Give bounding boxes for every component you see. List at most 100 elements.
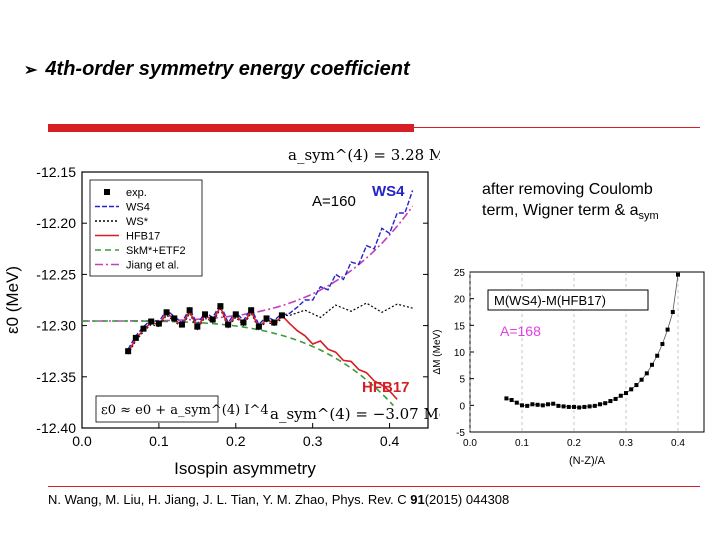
- exp-point: [255, 323, 262, 330]
- inset-point: [530, 402, 535, 407]
- y-axis-label: ε0 (MeV): [3, 266, 22, 334]
- exp-point: [132, 334, 139, 341]
- note-text: after removing Coulomb term, Wigner term…: [482, 179, 718, 227]
- annotation-asym-bottom: a_sym^(4) = −3.07 MeV: [270, 405, 440, 423]
- legend-label: WS4: [126, 202, 150, 214]
- legend: exp. WS4 WS* HFB17 SkM*+ETF2 Jiang et al.: [89, 179, 203, 277]
- inset-point: [587, 404, 592, 409]
- x-axis-label: Isospin asymmetry: [174, 459, 316, 478]
- inset-y-axis-label: ΔM (MeV): [432, 329, 443, 374]
- inset-point: [613, 396, 618, 401]
- arrow-bullet-icon: ➢: [24, 61, 38, 79]
- inset-x-tick-label: 0.3: [619, 438, 633, 449]
- legend-marker: [104, 189, 110, 195]
- y-tick-label: -12.20: [36, 215, 76, 231]
- inset-y-tick-label: 25: [454, 268, 466, 279]
- inset-point: [504, 396, 509, 401]
- inset-y-tick-label: 5: [459, 375, 465, 386]
- inset-point: [629, 387, 634, 392]
- inset-point: [598, 402, 602, 407]
- legend-label: HFB17: [126, 231, 160, 243]
- inset-title-box: [487, 289, 649, 311]
- inset-point: [650, 362, 654, 367]
- inset-point: [624, 391, 628, 396]
- inset-point: [670, 310, 675, 314]
- exp-point: [178, 321, 185, 328]
- inset-point: [639, 377, 644, 382]
- inset-point: [592, 403, 597, 408]
- legend-label: SkM*+ETF2: [126, 245, 186, 257]
- inset-point: [514, 400, 519, 405]
- exp-point: [263, 315, 270, 322]
- legend-label: WS*: [126, 216, 149, 228]
- inset-point: [676, 272, 680, 277]
- inset-point: [520, 403, 524, 408]
- y-tick-label: -12.15: [36, 164, 76, 180]
- hfb17-tail: [281, 314, 398, 400]
- annotation-asym-top: a_sym^(4) = 3.28 MeV: [288, 146, 440, 164]
- y-tick-label: -12.25: [36, 266, 76, 282]
- exp-point: [209, 316, 216, 323]
- exp-point: [217, 303, 224, 310]
- inset-point: [551, 401, 556, 406]
- exp-point: [125, 348, 132, 355]
- ws4-tail: [281, 190, 414, 317]
- exp-point: [186, 307, 193, 314]
- inset-chart: 0.0 0.1 0.2 0.3 0.4 25 20 15 10 5 0 -5 (N-Z)/A ΔM (Me…: [432, 268, 705, 467]
- exp-point: [248, 307, 255, 314]
- ws-star-tail: [281, 302, 413, 319]
- x-tick-label: 0.3: [303, 433, 323, 449]
- slide-title: ➢ 4th-order symmetry energy coefficient: [24, 58, 410, 81]
- inset-title: M(WS4)-M(HFB17): [494, 293, 606, 308]
- exp-point: [232, 311, 239, 318]
- exp-point: [271, 319, 278, 326]
- inset-point: [644, 371, 649, 376]
- inset-point: [509, 398, 514, 402]
- inset-point: [582, 404, 587, 409]
- inset-point: [540, 403, 545, 408]
- note-line-2: term, Wigner term & asym: [482, 202, 659, 223]
- inset-point: [634, 383, 639, 388]
- exp-point: [148, 318, 155, 325]
- x-tick-label: 0.0: [72, 433, 92, 449]
- inset-x-tick-label: 0.1: [515, 438, 529, 449]
- title-divider: [414, 127, 700, 128]
- x-tick-label: 0.4: [380, 433, 400, 449]
- exp-point: [225, 321, 232, 328]
- title-accent-bar: [48, 124, 414, 132]
- exp-point: [240, 319, 247, 326]
- y-tick-label: -12.40: [36, 420, 76, 436]
- inset-point: [603, 401, 608, 406]
- legend-label: exp.: [126, 187, 147, 199]
- exp-point: [202, 311, 209, 318]
- inset-x-tick-label: 0.0: [463, 438, 477, 449]
- slide-title-text: 4th-order symmetry energy coefficient: [45, 58, 410, 80]
- inset-point: [608, 399, 613, 404]
- annotation-mass: A=160: [312, 193, 356, 210]
- inset-point: [561, 404, 566, 409]
- exp-point: [140, 325, 147, 332]
- inset-point: [546, 402, 550, 407]
- inset-point: [655, 353, 660, 358]
- inset-line: [506, 274, 679, 408]
- inset-point: [618, 393, 623, 398]
- footer-divider: [48, 486, 700, 487]
- exp-point: [194, 323, 201, 330]
- inset-y-tick-label: 20: [454, 295, 466, 306]
- annotation-ws4: WS4: [372, 183, 405, 200]
- exp-point: [171, 315, 178, 322]
- inset-point: [572, 404, 576, 409]
- inset-point: [577, 405, 582, 410]
- exp-point: [155, 320, 162, 327]
- formula-box: [95, 395, 219, 423]
- inset-x-tick-label: 0.4: [671, 438, 685, 449]
- note-line-1: after removing Coulomb: [482, 181, 653, 198]
- inset-point: [535, 402, 540, 407]
- y-tick-label: -12.35: [36, 369, 76, 385]
- y-tick-label: -12.30: [36, 318, 76, 334]
- exp-point: [163, 309, 170, 316]
- x-tick-label: 0.2: [226, 433, 246, 449]
- inset-point: [665, 327, 670, 332]
- inset-point: [660, 342, 665, 346]
- x-tick-label: 0.1: [149, 433, 169, 449]
